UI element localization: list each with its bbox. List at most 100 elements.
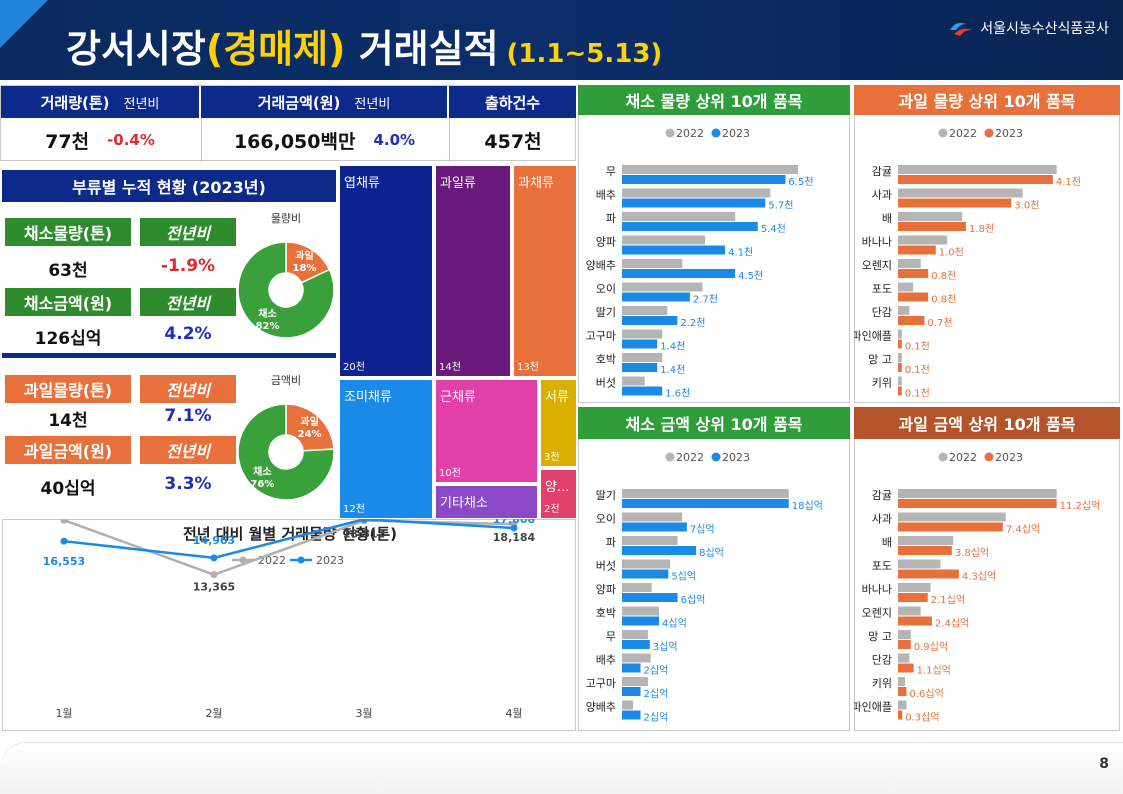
treemap-tile-2: 과일류 14천 bbox=[435, 165, 511, 377]
treemap-tile-value: 10천 bbox=[439, 468, 461, 479]
bar-value-label: 1.0천 bbox=[939, 247, 964, 259]
treemap-tile-3: 과채류 13천 bbox=[513, 165, 577, 377]
series-point-2023 bbox=[60, 537, 68, 545]
fruit-amount-value: 40십억 bbox=[40, 479, 96, 499]
bar-2023 bbox=[898, 499, 1057, 508]
donut-slice-label: 채소 bbox=[258, 307, 276, 320]
treemap-tile-name: 엽채류 bbox=[344, 176, 380, 191]
bar-2022 bbox=[898, 376, 902, 386]
amount-values: 166,050백만 4.0% bbox=[201, 118, 447, 162]
monthly-line-panel bbox=[2, 519, 576, 731]
donut-slice-label: 과일 bbox=[300, 415, 318, 428]
treemap-tile-5: 근채류 10천 bbox=[435, 379, 538, 483]
bar-2023 bbox=[898, 269, 929, 278]
amount-header: 거래금액(원) 전년비 bbox=[201, 86, 447, 118]
category-label: 무 bbox=[606, 165, 616, 178]
donut-slice-label: 과일 bbox=[295, 249, 313, 262]
bar-2022 bbox=[898, 536, 954, 545]
bar-value-label: 4.1천 bbox=[1056, 176, 1081, 188]
bar-2022 bbox=[898, 188, 1023, 198]
category-label: 오이 bbox=[596, 513, 616, 526]
donut-title-0: 물량비 bbox=[271, 212, 301, 225]
bar-2023 bbox=[622, 569, 669, 579]
bar-2023 bbox=[898, 640, 911, 649]
bar-2023 bbox=[622, 640, 650, 649]
bar-2022 bbox=[898, 235, 948, 245]
bar-value-label: 2.7천 bbox=[693, 294, 718, 306]
legend-label-2023: 2023 bbox=[316, 554, 344, 567]
bar-2022 bbox=[622, 212, 736, 221]
bar-2023 bbox=[898, 198, 1012, 208]
category-label: 사과 bbox=[872, 513, 892, 526]
volume-values: 77천 -0.4% bbox=[45, 130, 155, 153]
bar-2022 bbox=[622, 188, 771, 198]
category-label: 딸기 bbox=[596, 489, 616, 502]
category-label: 고구마 bbox=[586, 677, 616, 690]
veg-amount-yoy: 4.2% bbox=[164, 324, 212, 344]
category-label: 양파 bbox=[596, 583, 616, 596]
bar-2022 bbox=[898, 489, 1057, 498]
category-label: 배 bbox=[882, 536, 892, 549]
series-point-2023 bbox=[360, 519, 368, 523]
bar-2022 bbox=[898, 165, 1057, 174]
bar-2023 bbox=[898, 663, 914, 673]
bar-value-label: 0.1천 bbox=[905, 388, 930, 400]
veg-volume-tag: 채소물량(톤) bbox=[5, 218, 131, 246]
category-title: 부류별 누적 현황 (2023년) bbox=[2, 170, 336, 202]
donut-slice-채소 bbox=[237, 241, 335, 339]
bar-value-label: 2십억 bbox=[644, 712, 669, 724]
veg-volume-value: 63천 bbox=[48, 261, 88, 281]
treemap-tile-4: 조미채류 12천 bbox=[339, 379, 433, 519]
treemap-tile-7: 양... 2천 bbox=[540, 469, 577, 519]
bar-2022 bbox=[898, 306, 910, 315]
data-label-2022: 13,365 bbox=[193, 581, 235, 594]
donut-slice-과일 bbox=[285, 403, 335, 452]
bar-value-label: 2.2천 bbox=[680, 317, 705, 329]
bar-2023 bbox=[898, 593, 928, 602]
category-label: 파 bbox=[606, 536, 616, 549]
data-label-2023: 14,963 bbox=[193, 534, 235, 547]
legend-label-2023: 2023 bbox=[722, 451, 750, 464]
summary-table: 거래량(톤) 전년비 거래금액(원) 전년비 출하건수 77천 -0.4% 166,0… bbox=[0, 85, 576, 162]
treemap-tile-8: 기타채소 bbox=[435, 485, 538, 519]
bar-2022 bbox=[622, 512, 683, 522]
bar-2023 bbox=[898, 616, 932, 626]
bar-2023 bbox=[622, 386, 663, 396]
bar-value-label: 0.3십억 bbox=[905, 712, 939, 724]
category-label: 배추 bbox=[596, 189, 616, 202]
bar-value-label: 18십억 bbox=[792, 500, 823, 512]
legend-dot-2022 bbox=[665, 452, 675, 462]
legend-label-2022: 2022 bbox=[676, 451, 704, 464]
bar-2023 bbox=[622, 175, 786, 184]
treemap-tile-name: 기타채소 bbox=[440, 496, 488, 511]
category-label: 딸기 bbox=[596, 306, 616, 319]
category-label: 호박 bbox=[596, 353, 616, 366]
category-label: 배 bbox=[882, 212, 892, 225]
bar-2023 bbox=[898, 546, 952, 555]
bar-value-label: 2십억 bbox=[644, 688, 669, 700]
bar-value-label: 3십억 bbox=[653, 641, 678, 653]
category-label: 양파 bbox=[596, 236, 616, 249]
bar-2023 bbox=[622, 710, 641, 720]
x-tick-label: 1월 bbox=[55, 707, 72, 720]
org-logo: 서울시농수산식품공사 bbox=[948, 18, 1109, 38]
legend-dot-2022 bbox=[938, 452, 948, 462]
category-label: 단감 bbox=[872, 654, 892, 667]
title-period: (1.1~5.13) bbox=[506, 39, 663, 69]
series-point-2023 bbox=[210, 554, 218, 562]
bar-2022 bbox=[898, 259, 921, 268]
fruit-amount-yoy: 3.3% bbox=[164, 474, 212, 494]
category-label: 오렌지 bbox=[862, 607, 892, 620]
bar-value-label: 4.3십억 bbox=[962, 571, 996, 583]
category-label: 양배추 bbox=[586, 701, 616, 714]
volume-header: 거래량(톤) 전년비 bbox=[1, 86, 199, 118]
bar-2022 bbox=[622, 630, 648, 639]
category-label: 사과 bbox=[872, 189, 892, 202]
fruit-volume-bar-chart: 2022 2023감귤4.1천사과3.0천배1.8천바나나1.0천오렌지0.8천포… bbox=[854, 127, 1081, 400]
bar-value-label: 5.4천 bbox=[761, 223, 786, 235]
bar-2023 bbox=[898, 386, 902, 396]
fruit-volume-yoy: 7.1% bbox=[164, 406, 212, 426]
treemap-tile-value: 12천 bbox=[343, 504, 365, 515]
